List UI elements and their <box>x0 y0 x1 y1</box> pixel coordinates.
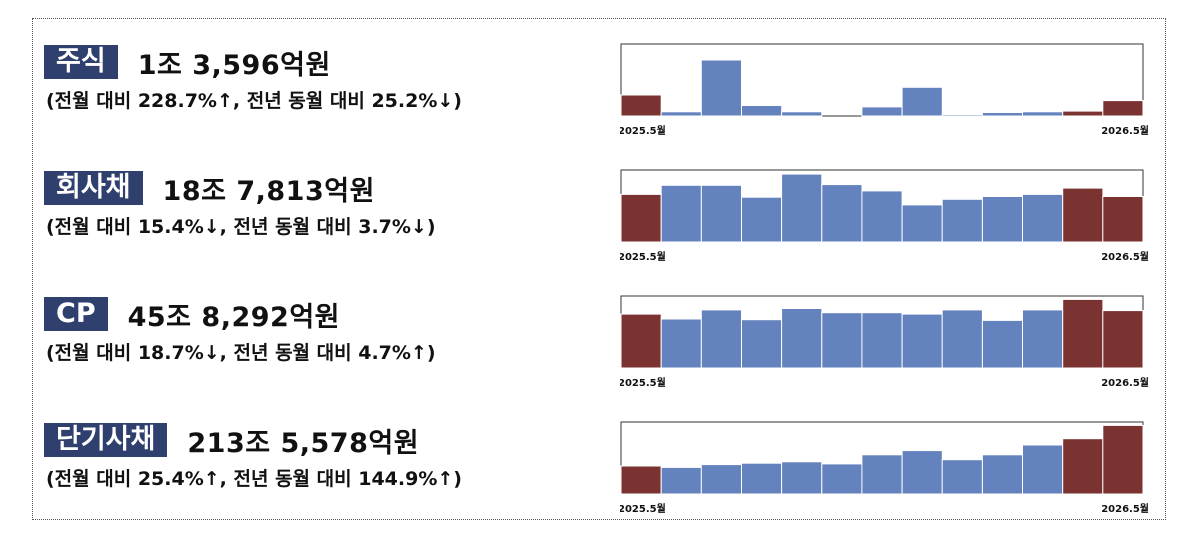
bar <box>981 196 1024 243</box>
bar <box>741 462 783 495</box>
bar <box>941 309 983 369</box>
bar <box>741 319 783 369</box>
bar-chart: 2025.5월 2026.5월 <box>620 421 1149 515</box>
bar <box>941 114 983 117</box>
row-cp: CP 45조 8,292억원 (전월 대비 18.7%↓, 전년 동월 대비 4… <box>32 290 1166 416</box>
bar <box>1022 193 1064 243</box>
bar <box>700 309 743 369</box>
category-badge: 단기사채 <box>44 423 168 457</box>
amount-value: 213조 5,578억원 <box>187 427 420 459</box>
chart-short-term-bonds: 2025.5월 2026.5월 <box>620 416 1152 542</box>
bar <box>1102 100 1144 117</box>
bar <box>660 466 702 495</box>
bar <box>1022 309 1064 369</box>
bar <box>1102 196 1144 243</box>
bar <box>941 459 983 495</box>
bar <box>620 465 662 495</box>
row-stocks: 주식 1조 3,596억원 (전월 대비 228.7%↑, 전년 동월 대비 2… <box>32 38 1166 164</box>
bar <box>1062 298 1104 369</box>
category-badge: CP <box>44 297 108 331</box>
bar <box>981 319 1024 369</box>
bar <box>1062 438 1104 495</box>
bar <box>861 454 903 495</box>
bar <box>901 204 943 243</box>
title-line: 주식 1조 3,596억원 <box>44 42 331 82</box>
change-text: (전월 대비 18.7%↓, 전년 동월 대비 4.7%↑) <box>46 342 436 364</box>
bar <box>901 313 943 369</box>
bar <box>821 312 863 369</box>
bar <box>1022 111 1064 117</box>
bar <box>1022 444 1064 495</box>
bar <box>781 111 823 117</box>
x-end-label: 2026.5월 <box>1101 251 1149 263</box>
bar <box>821 463 863 495</box>
bar <box>620 313 662 369</box>
bar <box>901 86 943 117</box>
bar <box>941 198 983 243</box>
title-line: 단기사채 213조 5,578억원 <box>44 420 419 460</box>
bar <box>660 184 702 243</box>
bar <box>901 450 943 495</box>
bar <box>861 312 903 369</box>
title-line: 회사채 18조 7,813억원 <box>44 168 375 208</box>
bar <box>861 106 903 117</box>
bar <box>1102 310 1144 369</box>
x-start-label: 2025.5월 <box>620 125 666 137</box>
amount-value: 45조 8,292억원 <box>127 301 341 333</box>
title-line: CP 45조 8,292억원 <box>44 294 340 334</box>
bar <box>700 59 743 117</box>
x-end-label: 2026.5월 <box>1101 377 1149 389</box>
category-badge: 회사채 <box>44 171 143 205</box>
bar <box>981 112 1024 117</box>
bar <box>700 184 743 243</box>
chart-stocks: 2025.5월 2026.5월 <box>620 38 1152 164</box>
row-corporate-bonds: 회사채 18조 7,813억원 (전월 대비 15.4%↓, 전년 동월 대비 … <box>32 164 1166 290</box>
bar <box>1102 424 1144 495</box>
x-end-label: 2026.5월 <box>1101 503 1149 515</box>
category-badge: 주식 <box>44 45 118 79</box>
bar <box>660 318 702 369</box>
bar <box>781 308 823 369</box>
bar <box>1062 110 1104 117</box>
bar <box>821 184 863 243</box>
bar <box>741 105 783 117</box>
bar-chart: 2025.5월 2026.5월 <box>620 295 1149 389</box>
x-start-label: 2025.5월 <box>620 503 666 515</box>
change-text: (전월 대비 25.4%↑, 전년 동월 대비 144.9%↑) <box>46 468 462 490</box>
bar <box>781 461 823 495</box>
bar <box>660 111 702 117</box>
x-start-label: 2025.5월 <box>620 251 666 263</box>
bar-chart: 2025.5월 2026.5월 <box>620 169 1149 263</box>
bar <box>700 464 743 495</box>
bar <box>981 454 1024 495</box>
chart-corporate-bonds: 2025.5월 2026.5월 <box>620 164 1152 290</box>
chart-cp: 2025.5월 2026.5월 <box>620 290 1152 416</box>
bar <box>1062 187 1104 243</box>
x-end-label: 2026.5월 <box>1101 125 1149 137</box>
bar-chart: 2025.5월 2026.5월 <box>620 43 1149 137</box>
bar <box>741 196 783 243</box>
bar <box>861 190 903 243</box>
x-start-label: 2025.5월 <box>620 377 666 389</box>
bar <box>620 193 662 243</box>
plot-area <box>620 43 1144 117</box>
bar <box>781 173 823 243</box>
row-short-term-bonds: 단기사채 213조 5,578억원 (전월 대비 25.4%↑, 전년 동월 대… <box>32 416 1166 542</box>
amount-value: 1조 3,596억원 <box>137 49 331 81</box>
change-text: (전월 대비 15.4%↓, 전년 동월 대비 3.7%↓) <box>46 216 436 238</box>
change-text: (전월 대비 228.7%↑, 전년 동월 대비 25.2%↓) <box>46 90 462 112</box>
panel-frame <box>32 18 1166 520</box>
bar <box>620 94 662 117</box>
amount-value: 18조 7,813억원 <box>162 175 375 207</box>
